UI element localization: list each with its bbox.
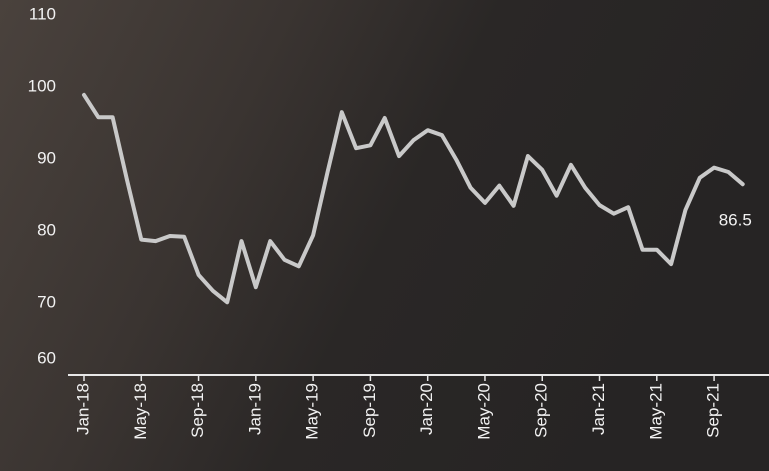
- x-tick-label: May-21: [646, 383, 665, 440]
- x-tick-label: Sep-18: [188, 383, 207, 438]
- y-tick-label: 70: [37, 292, 56, 311]
- end-value-label: 86.5: [719, 211, 752, 230]
- x-tick-label: May-20: [474, 383, 493, 440]
- y-tick-label: 80: [37, 220, 56, 239]
- y-tick-label: 100: [28, 76, 56, 95]
- x-tick-label: Sep-21: [704, 383, 723, 438]
- y-tick-label: 90: [37, 148, 56, 167]
- x-tick-label: Jan-20: [417, 383, 436, 435]
- x-tick-label: May-18: [131, 383, 150, 440]
- x-tick-label: Jan-18: [73, 383, 92, 435]
- line: [82, 92, 745, 305]
- x-tick-label: Sep-20: [532, 383, 551, 438]
- y-tick-label: 60: [37, 348, 56, 367]
- x-tick-label: Jan-21: [589, 383, 608, 435]
- x-tick-label: May-19: [303, 383, 322, 440]
- x-tick-label: Sep-19: [360, 383, 379, 438]
- y-tick-label: 110: [29, 4, 56, 23]
- x-tick-label: Jan-19: [245, 383, 264, 435]
